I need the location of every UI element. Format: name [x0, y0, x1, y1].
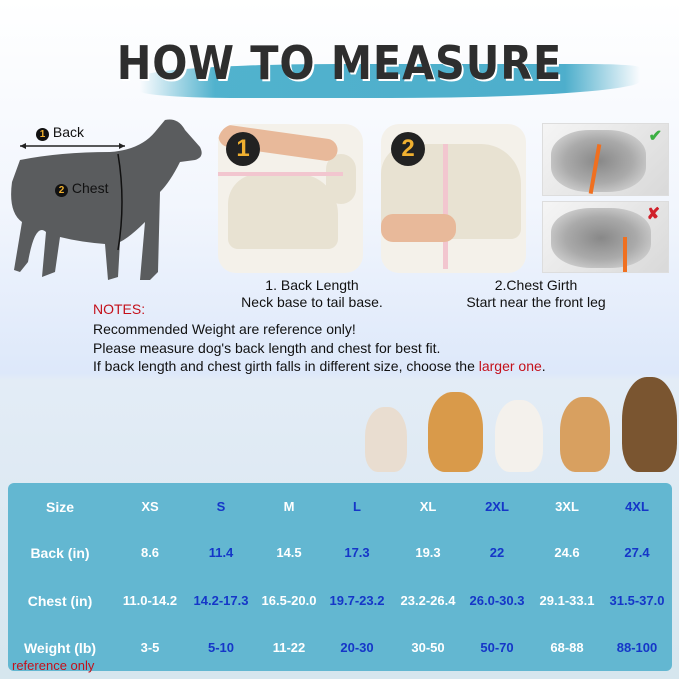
table-cell: XL: [419, 499, 437, 514]
size-chart-table: Size XS S M L XL 2XL 3XL 4XL Back (in) 8.6 11.4 14.5…: [8, 483, 672, 671]
table-cell: 29.1-33.1: [539, 593, 595, 608]
table-cell: 20-30: [340, 640, 374, 655]
incorrect-measure-example-photo: ✘: [542, 201, 669, 273]
table-cell: 19.7-23.2: [329, 593, 385, 608]
table-cell: 31.5-37.0: [609, 593, 665, 608]
step-2-title: 2.Chest Girth: [494, 277, 578, 293]
note-line: If back length and chest girth falls in …: [93, 358, 546, 374]
table-cell: 11.4: [208, 545, 234, 560]
cross-icon: ✘: [646, 206, 660, 223]
back-length-photo: 1: [218, 124, 363, 273]
step-2-badge: 2: [391, 132, 425, 166]
table-cell: 17.3: [344, 545, 370, 560]
step-1-title: 1. Back Length: [265, 277, 359, 293]
table-cell: 2XL: [485, 499, 509, 514]
table-cell: 23.2-26.4: [400, 593, 456, 608]
table-cell: 3XL: [555, 499, 579, 514]
table-cell: 11-22: [272, 640, 306, 655]
table-cell: XS: [141, 499, 159, 514]
table-cell: 14.5: [276, 545, 302, 560]
table-cell: 3-5: [140, 640, 160, 655]
table-cell: 26.0-30.3: [469, 593, 525, 608]
table-cell: 50-70: [480, 640, 514, 655]
row-label: Size: [45, 499, 75, 515]
note-line: Recommended Weight are reference only!: [93, 321, 356, 337]
table-cell: 68-88: [550, 640, 584, 655]
larger-one-highlight: larger one: [478, 358, 542, 374]
table-cell: 27.4: [624, 545, 650, 560]
step-1-description: Neck base to tail base.: [241, 294, 383, 310]
size-chart-footnote: reference only: [12, 658, 95, 673]
chest-girth-photo: 2: [381, 124, 526, 273]
row-label: Back (in): [30, 545, 90, 561]
row-label: Weight (lb): [23, 640, 97, 656]
check-icon: ✔: [648, 128, 662, 145]
chest-number-badge: 2: [55, 184, 68, 197]
table-cell: S: [216, 499, 226, 514]
table-cell: 4XL: [625, 499, 649, 514]
step-2-description: Start near the front leg: [466, 294, 606, 310]
dog-silhouette-icon: [11, 119, 202, 280]
table-cell: 88-100: [616, 640, 658, 655]
table-cell: 24.6: [554, 545, 580, 560]
note-line: Please measure dog's back length and che…: [93, 340, 441, 356]
brush-stroke-decoration: [140, 64, 640, 98]
dog-breeds-photo: [350, 372, 679, 477]
table-cell: 22: [489, 545, 505, 560]
table-cell: 16.5-20.0: [261, 593, 317, 608]
step-1-badge: 1: [226, 132, 260, 166]
table-cell: 5-10: [207, 640, 235, 655]
back-number-badge: 1: [36, 128, 49, 141]
back-label: Back: [52, 124, 85, 140]
table-cell: L: [353, 499, 361, 514]
table-cell: 8.6: [140, 545, 160, 560]
page-title: HOW TO MEASURE: [116, 36, 563, 90]
chest-label: Chest: [71, 180, 109, 196]
table-cell: 19.3: [415, 545, 441, 560]
notes-heading: NOTES:: [93, 301, 146, 317]
row-label: Chest (in): [27, 593, 93, 609]
table-cell: 14.2-17.3: [193, 593, 249, 608]
table-cell: 30-50: [411, 640, 445, 655]
table-cell: 11.0-14.2: [122, 593, 178, 608]
dog-silhouette-diagram: 1 Back 2 Chest: [0, 112, 215, 287]
correct-measure-example-photo: ✔: [542, 123, 669, 196]
table-cell: M: [283, 499, 295, 514]
